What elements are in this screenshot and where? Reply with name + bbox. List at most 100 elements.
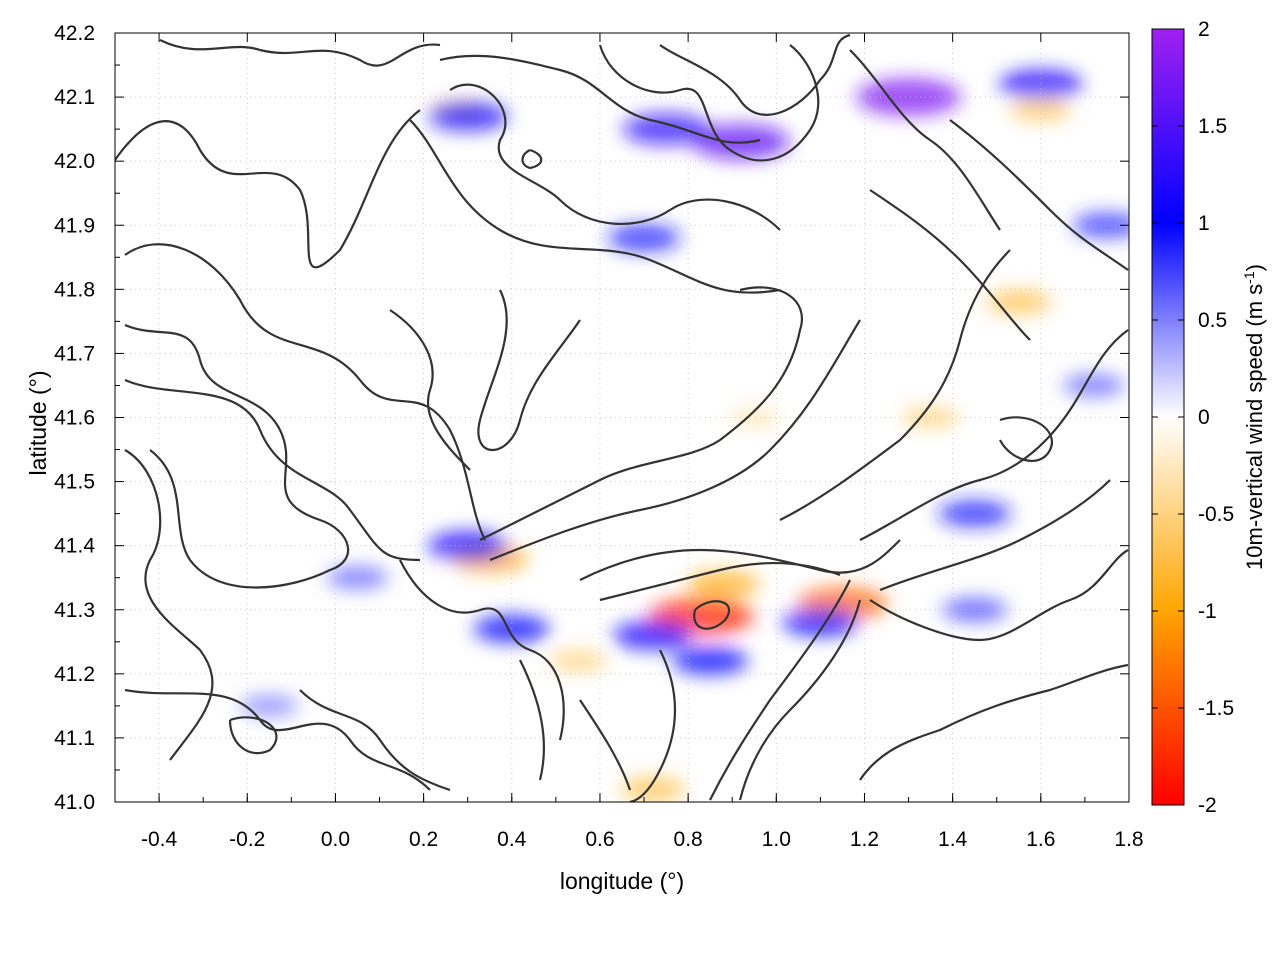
x-axis: -0.4 -0.2 0.0 0.2 0.4 0.6 0.8 1.0 1.2 1.4 1.6 1.8 xyxy=(114,33,1144,851)
wind-hotspot xyxy=(782,608,859,637)
wind-hotspot xyxy=(240,694,299,717)
y-tick-label: 42.0 xyxy=(54,150,95,173)
contour-line xyxy=(124,323,350,589)
y-tick-label: 41.1 xyxy=(54,727,95,750)
y-tick-label: 41.2 xyxy=(54,663,95,686)
contour-line xyxy=(449,83,781,231)
y-tick-label: 41.6 xyxy=(54,407,95,430)
y-tick-label: 41.3 xyxy=(54,599,95,622)
contour-line xyxy=(489,319,861,562)
colorbar-ticks: 2 1.5 1 0.5 0 -0.5 -1 -1.5 -2 xyxy=(1152,18,1234,817)
x-tick-label: 1.6 xyxy=(1026,828,1055,851)
x-tick-label: 0.0 xyxy=(321,828,350,851)
contour-line xyxy=(477,289,581,452)
y-tick-label: 41.9 xyxy=(54,214,95,237)
wind-speed-field xyxy=(240,69,1129,802)
contour-line xyxy=(521,148,543,170)
wind-hotspot xyxy=(427,101,508,131)
x-tick-label: 1.0 xyxy=(762,828,791,851)
wind-hotspot xyxy=(938,500,1011,528)
contour-line xyxy=(859,329,1129,541)
colorbar-tick-label: 0.5 xyxy=(1198,309,1227,332)
x-tick-label: 0.6 xyxy=(585,828,614,851)
colorbar-tick-label: -0.5 xyxy=(1198,503,1234,526)
x-axis-title: longitude (°) xyxy=(560,868,684,894)
contour-line xyxy=(999,416,1053,462)
colorbar-title-end: ) xyxy=(1242,264,1267,271)
hotspot-layer xyxy=(240,69,1129,802)
colorbar-tick-label: 2 xyxy=(1198,18,1210,41)
colorbar-tick-label: -2 xyxy=(1198,794,1217,817)
contour-line xyxy=(629,649,677,802)
colorbar-tick-label: -1.5 xyxy=(1198,697,1234,720)
contour-line xyxy=(519,659,546,781)
wind-hotspot xyxy=(622,113,710,145)
wind-hotspot xyxy=(942,597,1008,622)
colorbar-tick-label: 1.5 xyxy=(1198,115,1227,138)
x-tick-label: -0.4 xyxy=(141,828,178,851)
y-axis-title: latitude (°) xyxy=(25,370,51,475)
contour-line xyxy=(879,479,1111,592)
colorbar-title-main: 10m-vertical wind speed (m s xyxy=(1242,284,1267,570)
contour-line xyxy=(869,189,1031,341)
contour-line xyxy=(709,579,851,801)
contour-line xyxy=(228,716,278,755)
contour-line xyxy=(869,549,1129,642)
wind-hotspot xyxy=(986,289,1052,315)
contour-line xyxy=(779,249,1011,521)
contour-line xyxy=(659,33,851,116)
y-tick-label: 42.2 xyxy=(54,22,95,45)
y-tick-label: 41.5 xyxy=(54,471,95,494)
x-tick-label: -0.2 xyxy=(229,828,265,851)
contour-line xyxy=(849,49,1001,231)
colorbar-tick-label: 0 xyxy=(1198,406,1210,429)
contour-line xyxy=(579,699,632,791)
wind-hotspot xyxy=(999,69,1083,100)
contour-line xyxy=(115,109,421,269)
wind-hotspot xyxy=(620,776,686,802)
x-tick-label: 0.2 xyxy=(409,828,438,851)
colorbar-tick-label: 1 xyxy=(1198,212,1210,235)
wind-hotspot xyxy=(1062,373,1125,398)
contour-line xyxy=(598,44,820,162)
plot-area xyxy=(115,33,1129,802)
wind-hotspot xyxy=(687,570,760,598)
contour-line xyxy=(949,119,1129,271)
contour-line xyxy=(299,689,451,792)
wind-hotspot xyxy=(1072,212,1129,239)
y-tick-label: 42.1 xyxy=(54,86,95,109)
contour-line xyxy=(479,286,803,541)
contour-line xyxy=(124,688,431,791)
contour-line xyxy=(124,378,421,562)
contour-line xyxy=(399,559,565,741)
wind-hotspot xyxy=(613,620,693,650)
wind-hotspot xyxy=(672,647,749,676)
colorbar-title: 10m-vertical wind speed (m s-1) xyxy=(1241,264,1267,570)
contour-line xyxy=(124,243,486,541)
contour-line xyxy=(599,561,841,602)
wind-hotspot xyxy=(326,566,389,590)
y-tick-label: 41.7 xyxy=(54,342,95,365)
x-tick-label: 0.4 xyxy=(497,828,527,851)
colorbar-tick-label: -1 xyxy=(1198,600,1217,623)
y-tick-label: 41.0 xyxy=(54,791,95,814)
wind-hotspot xyxy=(427,531,508,561)
x-tick-label: 1.4 xyxy=(938,828,968,851)
y-tick-label: 41.8 xyxy=(54,278,95,301)
contour-line xyxy=(159,39,441,67)
contour-line xyxy=(859,663,1129,781)
x-tick-label: 1.8 xyxy=(1114,828,1143,851)
contour-line xyxy=(738,599,862,801)
y-axis: 41.0 41.1 41.2 41.3 41.4 41.5 41.6 41.7 41.8 41.9… xyxy=(54,22,1129,814)
wind-hotspot xyxy=(607,224,681,252)
colorbar-title-superscript: -1 xyxy=(1241,271,1257,284)
contour-line xyxy=(579,539,901,581)
contour-line xyxy=(409,119,781,294)
contour-line xyxy=(693,600,731,630)
x-tick-label: 0.8 xyxy=(674,828,703,851)
contour-line xyxy=(389,309,471,471)
x-tick-label: 1.2 xyxy=(850,828,879,851)
terrain-contours xyxy=(115,33,1129,802)
y-tick-label: 41.4 xyxy=(54,535,95,558)
